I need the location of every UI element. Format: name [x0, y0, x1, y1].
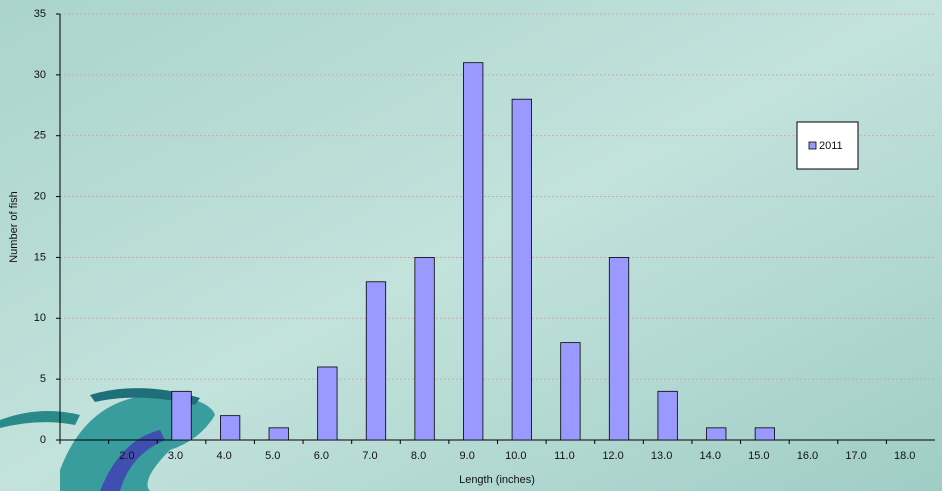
legend-box — [796, 121, 859, 170]
x-tick-label: 8.0 — [411, 450, 426, 462]
x-tick-label: 16.0 — [797, 450, 818, 462]
bar — [511, 98, 532, 441]
bar — [706, 427, 727, 441]
x-tick-label: 15.0 — [748, 450, 769, 462]
bar — [365, 281, 387, 441]
bar — [171, 390, 192, 441]
x-tick-label: 4.0 — [216, 450, 231, 462]
x-tick-label: 9.0 — [460, 450, 475, 462]
y-tick-label: 10 — [34, 312, 46, 324]
y-tick-label: 15 — [34, 251, 46, 263]
x-tick-label: 3.0 — [168, 450, 183, 462]
bar — [657, 390, 678, 441]
x-tick-label: 7.0 — [362, 450, 377, 462]
bar — [268, 427, 289, 441]
x-axis-label: Length (inches) — [459, 474, 535, 486]
bar — [463, 62, 484, 441]
legend-swatch — [808, 141, 817, 150]
x-tick-label: 6.0 — [314, 450, 329, 462]
y-tick-label: 25 — [34, 130, 46, 142]
bar — [317, 366, 338, 441]
bar — [220, 415, 241, 441]
bar — [754, 427, 775, 441]
x-tick-label: 18.0 — [894, 450, 915, 462]
y-axis-label: Number of fish — [8, 191, 20, 263]
x-tick-label: 5.0 — [265, 450, 280, 462]
bar — [560, 342, 581, 441]
x-tick-label: 14.0 — [700, 450, 721, 462]
y-tick-label: 5 — [40, 373, 46, 385]
x-tick-label: 10.0 — [505, 450, 526, 462]
x-tick-label: 17.0 — [845, 450, 866, 462]
x-tick-label: 13.0 — [651, 450, 672, 462]
y-tick-label: 35 — [34, 8, 46, 20]
x-tick-label: 12.0 — [602, 450, 623, 462]
legend-label: 2011 — [819, 140, 843, 152]
bar — [608, 257, 630, 441]
y-tick-label: 20 — [34, 190, 46, 202]
y-tick-label: 30 — [34, 69, 46, 81]
bar — [414, 257, 435, 441]
y-tick-label: 0 — [40, 434, 46, 446]
x-tick-label: 11.0 — [554, 450, 575, 462]
x-tick-label: 2.0 — [119, 450, 134, 462]
